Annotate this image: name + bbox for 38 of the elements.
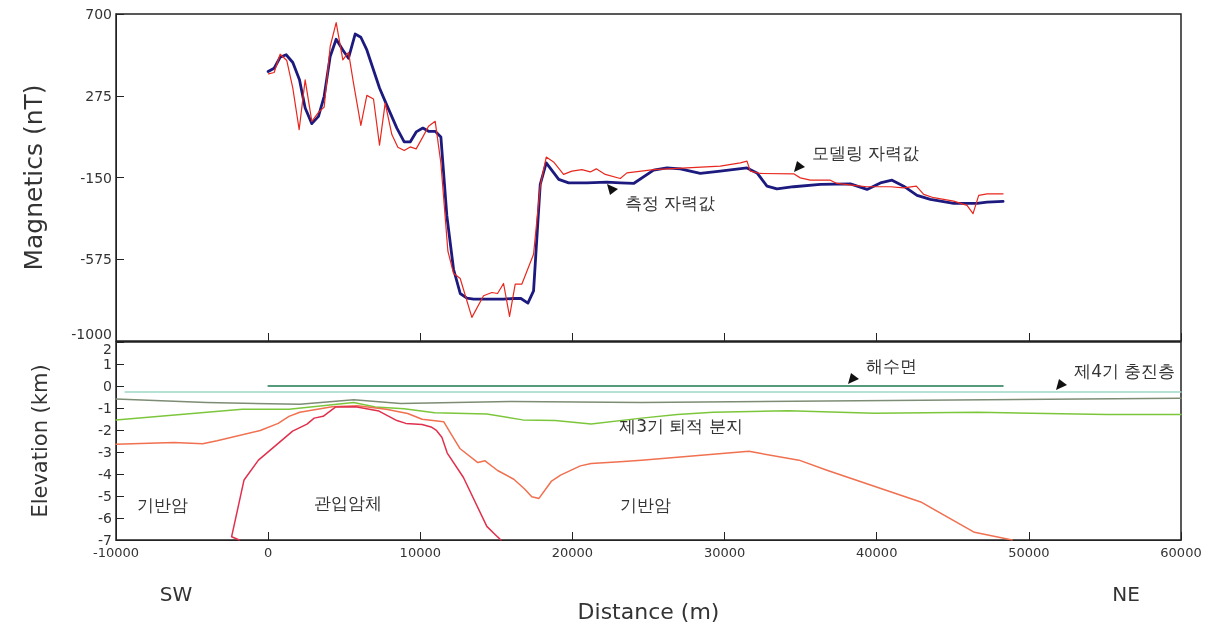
y-tick-label: -1 [98, 400, 112, 416]
y-tick-label: -2 [98, 422, 112, 438]
x-tick-label: 40000 [856, 545, 898, 560]
y-tick-label: 275 [85, 87, 112, 104]
annotation: 측정 자력값 [624, 192, 716, 213]
annotation: 제4기 충진층 [1074, 361, 1176, 382]
x-axis-title: Distance (m) [577, 598, 720, 624]
y-tick-label: 700 [85, 6, 112, 22]
text: SW [159, 582, 193, 606]
y-axis-title: Elevation (km) [27, 364, 52, 518]
y-tick-label: -6 [98, 510, 113, 526]
line-series [230, 405, 502, 541]
y-tick-label: 1 [103, 356, 112, 372]
x-tick-label: 60000 [1160, 545, 1202, 560]
x-tick-label: 50000 [1008, 545, 1050, 560]
x-tick-label: -10000 [92, 545, 140, 560]
annotation: 관입암체 [314, 493, 382, 513]
x-tick-label: 10000 [399, 545, 441, 560]
x-tick-label: 20000 [551, 545, 594, 560]
line-series [115, 405, 1013, 541]
y-tick-label: 0 [103, 378, 112, 394]
y-tick-label: -575 [80, 251, 112, 268]
y-tick-label: -5 [98, 488, 112, 504]
text: NE [1112, 582, 1140, 606]
y-tick-label: -4 [98, 466, 113, 482]
y-tick-label: -150 [80, 169, 112, 186]
annotation: 제3기 퇴적 분지 [619, 416, 743, 436]
annotation: 기반암 [136, 495, 188, 515]
y-tick-label: -7 [98, 532, 112, 548]
annotation: 기반암 [619, 495, 671, 515]
x-tick-label: 30000 [703, 545, 746, 560]
annotation: 해수면 [865, 355, 917, 376]
y-tick-label: -1000 [71, 326, 112, 342]
x-tick-label: 0 [264, 545, 273, 560]
y-tick-label: -3 [98, 444, 112, 460]
annotation: 모델링 자력값 [811, 143, 920, 164]
y-tick-label: 2 [103, 341, 112, 357]
y-axis-title: Magnetics (nT) [19, 84, 48, 271]
